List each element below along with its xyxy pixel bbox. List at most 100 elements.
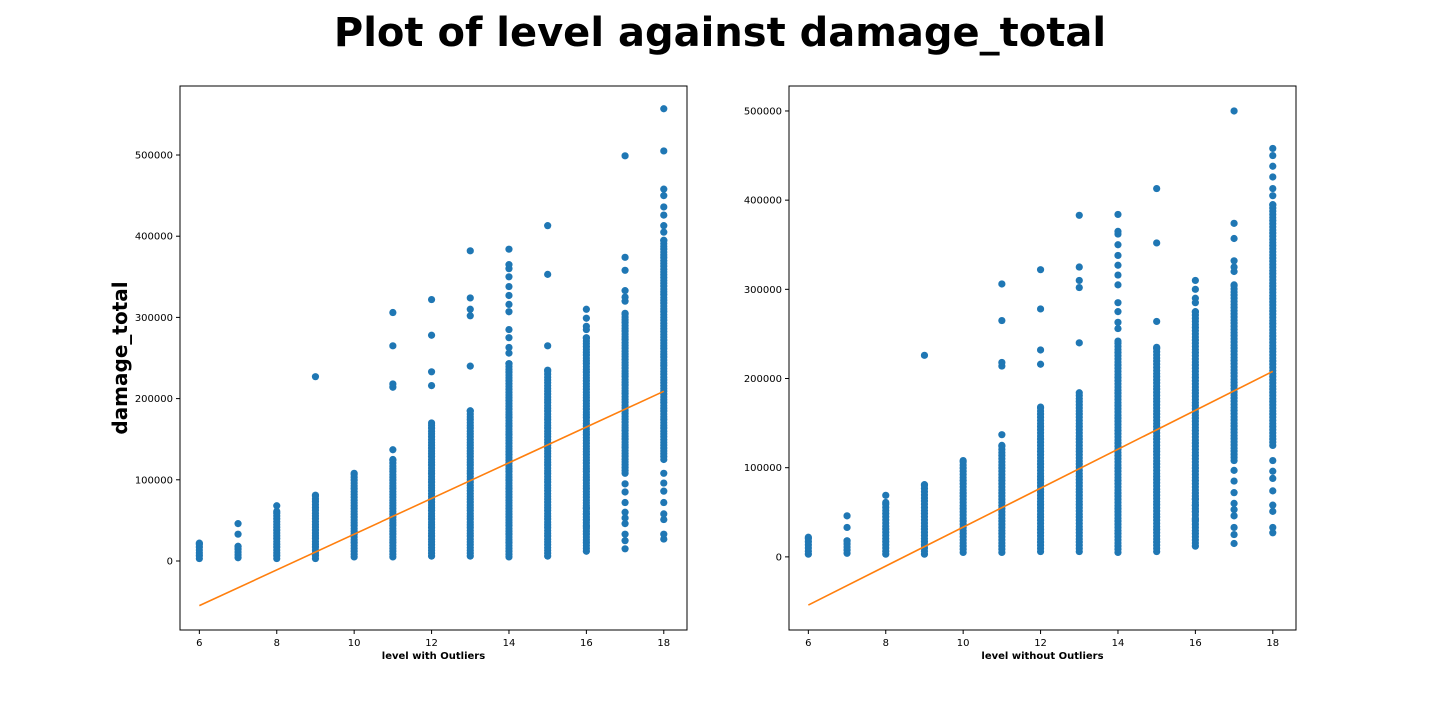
left-outlier-point — [505, 291, 513, 300]
left-outlier-point — [273, 502, 281, 510]
right-outlier-point — [1114, 318, 1122, 326]
left-x-tick-label: 8 — [274, 638, 280, 649]
left-outlier-point — [582, 523, 590, 531]
left-outlier-point — [621, 253, 629, 261]
right-x-tick-label: 18 — [1266, 638, 1279, 649]
left-outlier-point — [621, 514, 629, 522]
right-x-tick-label: 16 — [1189, 638, 1202, 649]
left-outlier-point — [466, 294, 474, 302]
left-outlier-point — [660, 515, 668, 524]
left-outlier-point — [505, 349, 513, 357]
left-outlier-point — [621, 508, 629, 516]
left-outlier-point — [427, 382, 436, 390]
left-outlier-point — [234, 520, 242, 528]
left-x-tick-label: 16 — [580, 638, 593, 649]
left-outlier-point — [660, 203, 668, 211]
right-data-point — [998, 441, 1006, 449]
left-outlier-point — [660, 487, 668, 495]
left-outlier-point — [621, 152, 629, 160]
left-outlier-point — [621, 537, 629, 545]
right-outlier-point — [1191, 294, 1199, 302]
left-outlier-point — [582, 504, 590, 512]
right-outlier-point — [1191, 495, 1199, 503]
left-outlier-point — [505, 308, 513, 316]
right-outlier-point — [1036, 360, 1045, 368]
right-x-tick-label: 10 — [957, 638, 970, 649]
left-outlier-point — [505, 282, 513, 291]
left-outlier-point — [466, 362, 474, 370]
right-data-point — [1153, 343, 1161, 351]
left-outlier-point — [621, 530, 629, 538]
left-outlier-point — [621, 293, 629, 301]
right-outlier-point — [1114, 251, 1122, 260]
left-outlier-point — [660, 211, 668, 219]
right-subplot: 6 8 10 12 14 16 18 0 100000 200000 300000 400000 500… — [744, 85, 1297, 662]
left-outlier-point — [621, 520, 629, 528]
left-y-tick-label: 0 — [167, 556, 173, 567]
left-y-tick-label: 200000 — [135, 394, 173, 405]
right-y-tick-label: 300000 — [744, 285, 782, 296]
left-outlier-point — [621, 498, 629, 507]
right-outlier-point — [1269, 529, 1277, 537]
right-outlier-point — [1114, 241, 1122, 249]
left-outlier-point — [505, 300, 513, 309]
left-outlier-point — [621, 480, 629, 488]
left-outlier-point — [505, 325, 513, 334]
right-data-point — [959, 456, 967, 465]
right-data-point — [1230, 281, 1238, 289]
left-subplot: 6 8 10 12 14 16 18 0 100000 200000 300000 400000 500… — [108, 85, 688, 662]
right-data-point — [804, 533, 812, 541]
left-outlier-point — [427, 295, 436, 304]
right-outlier-point — [843, 523, 851, 532]
right-x-axis-label: level without Outliers — [981, 651, 1103, 662]
right-scatter-points — [804, 107, 1277, 606]
left-outlier-point — [466, 312, 474, 320]
right-x-tick-label: 12 — [1034, 638, 1047, 649]
left-outlier-point — [660, 185, 668, 193]
left-outlier-point — [621, 488, 629, 496]
left-outlier-point — [389, 342, 397, 350]
right-outlier-point — [1230, 530, 1238, 539]
left-x-tick-label: 12 — [425, 638, 438, 649]
right-outlier-point — [1191, 285, 1199, 293]
left-outlier-point — [621, 545, 629, 553]
right-outlier-point — [1269, 507, 1277, 515]
right-outlier-point — [1269, 144, 1277, 153]
right-outlier-point — [1114, 271, 1122, 279]
left-outlier-point — [660, 192, 668, 200]
right-outlier-point — [920, 351, 929, 359]
left-outlier-point — [311, 373, 320, 381]
right-outlier-point — [1036, 346, 1045, 354]
left-x-tick-label: 10 — [348, 638, 361, 649]
right-data-point — [882, 498, 890, 507]
right-outlier-point — [1036, 266, 1045, 274]
right-outlier-point — [1269, 184, 1277, 193]
right-outlier-point — [1191, 276, 1199, 285]
left-outlier-point — [389, 446, 397, 454]
left-data-point — [621, 309, 629, 317]
right-outlier-point — [1269, 487, 1277, 495]
left-x-axis-label: level with Outliers — [382, 651, 485, 662]
left-outlier-point — [505, 334, 513, 342]
left-y-tick-label: 300000 — [135, 313, 173, 324]
left-outlier-point — [660, 510, 668, 518]
left-x-tick-label: 18 — [657, 638, 670, 649]
left-outlier-point — [582, 305, 590, 313]
right-outlier-point — [1269, 162, 1277, 170]
right-outlier-point — [1230, 539, 1238, 548]
right-outlier-point — [1269, 151, 1277, 160]
left-outlier-point — [505, 245, 513, 253]
right-outlier-point — [1230, 499, 1238, 507]
right-outlier-point — [1230, 477, 1238, 485]
left-outlier-point — [505, 343, 513, 352]
left-x-tick-label: 14 — [503, 638, 516, 649]
right-outlier-point — [998, 358, 1006, 367]
right-outlier-point — [1114, 210, 1122, 219]
left-ticks: 6 8 10 12 14 16 18 0 100000 200000 300000 400000 500… — [135, 151, 670, 649]
left-outlier-point — [621, 287, 629, 295]
left-outlier-point — [582, 510, 590, 518]
left-outlier-point — [660, 498, 668, 507]
right-outlier-point — [1230, 234, 1238, 243]
right-outlier-point — [1075, 211, 1083, 219]
left-outlier-point — [582, 322, 590, 330]
